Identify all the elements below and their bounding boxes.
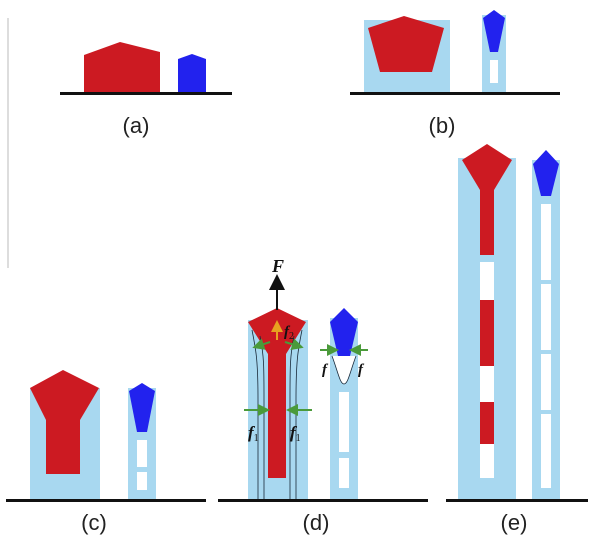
red-segment <box>480 300 494 366</box>
white-gap <box>480 444 494 478</box>
panel-e: (e) <box>446 144 588 535</box>
blue-crystal-shape <box>483 10 505 52</box>
force-label-f2: f2 <box>284 324 294 342</box>
white-gap <box>137 440 147 467</box>
panel-label-c: (c) <box>81 510 107 535</box>
red-crystal-shape <box>462 144 512 255</box>
white-gap <box>541 414 551 488</box>
panel-c: (c) <box>6 370 206 535</box>
white-gap <box>137 472 147 490</box>
blue-crystal-shape <box>533 150 559 196</box>
panel-b: (b) <box>350 10 560 138</box>
friction-arrow <box>284 338 304 350</box>
force-label-f1-right: f1 <box>290 423 301 444</box>
red-crystal-shape <box>248 308 306 478</box>
blue-crystal-shape <box>129 383 155 432</box>
strain-line <box>251 329 259 500</box>
white-gap <box>339 458 349 488</box>
panel-label-a: (a) <box>123 113 150 138</box>
force-label-f-right: f <box>358 362 365 378</box>
force-label-f1-left: f1 <box>248 423 259 444</box>
white-gap <box>541 354 551 410</box>
red-crystal-shape <box>84 42 160 93</box>
panel-label-b: (b) <box>429 113 456 138</box>
white-gap <box>541 204 551 280</box>
white-gap <box>490 60 498 83</box>
force-label-F: F <box>271 256 284 276</box>
panel-label-e: (e) <box>501 510 528 535</box>
red-segment <box>480 402 494 444</box>
friction-arrow <box>252 338 271 350</box>
white-gap <box>541 284 551 350</box>
panel-label-d: (d) <box>303 510 330 535</box>
panel-a: (a) <box>60 42 232 138</box>
white-cavity <box>331 355 357 385</box>
panel-d: F f2 f1 f1 f f (d) <box>218 256 428 535</box>
white-gap <box>339 392 349 452</box>
strain-line <box>295 329 303 500</box>
red-crystal-shape <box>368 16 444 72</box>
force-label-f-left: f <box>322 362 329 378</box>
red-crystal-shape <box>30 370 99 474</box>
white-gap <box>480 366 494 402</box>
blue-crystal-shape <box>178 54 206 93</box>
white-gap <box>480 262 494 300</box>
